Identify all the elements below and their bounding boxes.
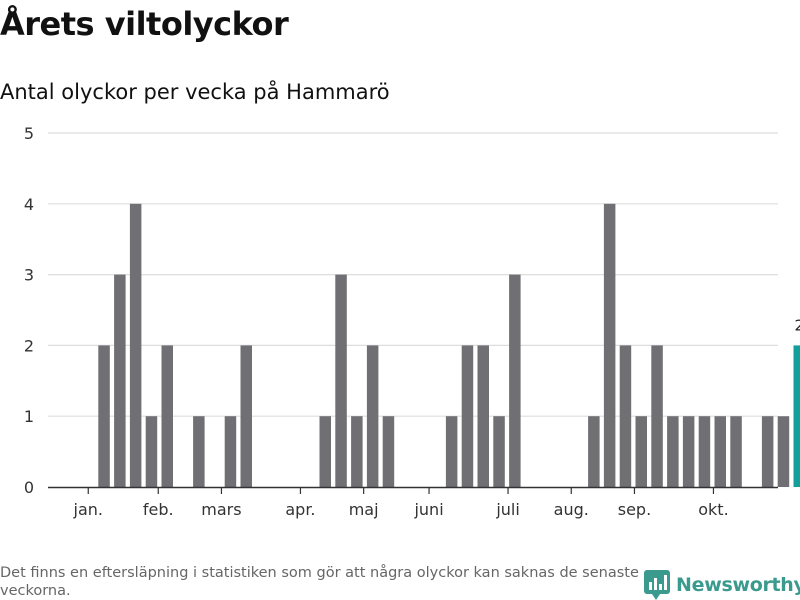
- bar: [777, 416, 790, 487]
- bar: [445, 416, 458, 487]
- bar: [651, 345, 663, 487]
- footnote: Det finns en eftersläpning i statistiken…: [0, 565, 639, 599]
- bar: [667, 416, 679, 487]
- data-label: 2: [794, 316, 800, 334]
- data-labels: 2: [794, 316, 800, 334]
- y-tick-label: 0: [24, 478, 34, 497]
- brand-logo: Newsworthy: [644, 570, 800, 600]
- y-tick-label: 4: [24, 195, 34, 214]
- bar: [98, 345, 110, 487]
- x-tick-label: aug.: [554, 500, 589, 519]
- bar: [114, 274, 126, 487]
- x-tick-label: feb.: [143, 500, 174, 519]
- bar: [619, 345, 632, 487]
- bar: [461, 345, 474, 487]
- bar: [366, 345, 379, 487]
- bar-chart: 0 1 2 3 4 5 2 jan. feb. mars apr. maj juni juli aug.…: [24, 124, 800, 519]
- bar: [682, 416, 695, 487]
- bar: [761, 416, 774, 487]
- y-tick-label: 3: [24, 266, 34, 285]
- bar: [240, 345, 252, 487]
- x-tick-label: okt.: [698, 500, 728, 519]
- x-tick-label: mars: [201, 500, 241, 519]
- chart-title: Årets viltolyckor: [0, 5, 289, 43]
- bar: [145, 416, 158, 487]
- newsworthy-logo-icon: [644, 570, 670, 600]
- bar: [161, 345, 173, 487]
- bars: [98, 203, 800, 488]
- brand-name: Newsworthy: [676, 574, 800, 596]
- bar: [730, 416, 742, 487]
- x-tick-label: apr.: [285, 500, 315, 519]
- bar-highlight: [793, 345, 800, 487]
- y-tick-label: 5: [24, 124, 34, 143]
- bar: [335, 274, 347, 487]
- bar: [477, 345, 489, 487]
- x-tick-label: sep.: [618, 500, 651, 519]
- bar: [224, 416, 237, 487]
- bar: [509, 274, 521, 487]
- x-tick-label: jan.: [73, 500, 103, 519]
- bar: [382, 416, 395, 487]
- bar: [193, 416, 205, 487]
- x-tick-label: juli: [495, 500, 519, 519]
- bar: [698, 416, 711, 487]
- bar: [714, 416, 726, 487]
- y-tick-label: 2: [24, 336, 34, 355]
- y-tick-label: 1: [24, 407, 34, 426]
- chart-subtitle: Antal olyckor per vecka på Hammarö: [0, 80, 390, 104]
- bar: [493, 416, 505, 487]
- bar: [319, 416, 331, 487]
- bar: [588, 416, 600, 487]
- bar: [635, 416, 647, 487]
- bar: [129, 203, 142, 488]
- y-axis-tick-labels: 0 1 2 3 4 5: [24, 124, 34, 497]
- bar: [603, 203, 616, 488]
- bar: [351, 416, 363, 487]
- x-axis-month-ticks: jan. feb. mars apr. maj juni juli aug. sep. okt.: [73, 487, 729, 519]
- x-tick-label: maj: [349, 500, 379, 519]
- x-tick-label: juni: [413, 500, 443, 519]
- gridlines: [48, 132, 778, 417]
